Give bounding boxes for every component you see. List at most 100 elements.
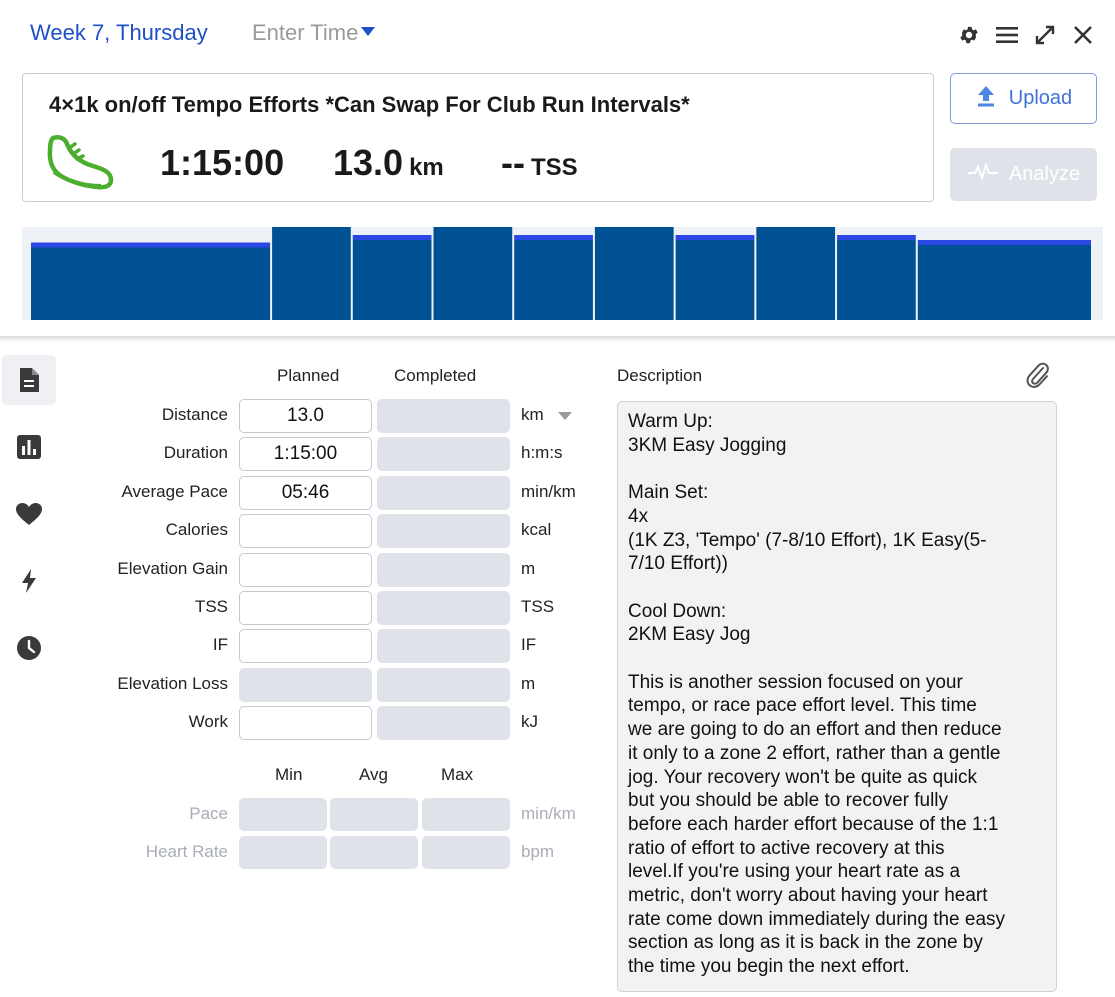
calories-planned-input[interactable]	[239, 514, 372, 549]
nav-heart-rate[interactable]	[2, 489, 56, 539]
work-planned-input[interactable]	[239, 706, 372, 741]
nav-charts[interactable]	[2, 422, 56, 472]
window-controls	[956, 22, 1096, 48]
workout-summary-card: 4×1k on/off Tempo Efforts *Can Swap For …	[22, 73, 934, 202]
elevation-loss-completed-input	[377, 667, 510, 702]
interval-bar-3[interactable]	[352, 240, 432, 320]
heart-rate-avg-field	[330, 836, 418, 869]
heart-rate-min-field	[239, 836, 327, 869]
tss-planned-input[interactable]	[239, 591, 372, 625]
gear-icon[interactable]	[956, 22, 982, 48]
pulse-icon	[967, 161, 999, 187]
clock-icon	[17, 636, 41, 660]
pace-range-unit: min/km	[521, 804, 576, 823]
elevation-gain-label: Elevation Gain	[117, 558, 228, 578]
paperclip-icon[interactable]	[1024, 360, 1052, 390]
elevation-loss-planned-input	[239, 667, 372, 702]
expand-icon[interactable]	[1032, 22, 1058, 48]
elevation-gain-completed-input	[377, 552, 510, 587]
if-unit: IF	[521, 635, 537, 655]
distance-unit: km	[409, 154, 444, 181]
nav-history[interactable]	[2, 623, 56, 673]
elevation-loss-unit: m	[521, 673, 536, 693]
section-divider	[0, 336, 1115, 342]
interval-bar-8[interactable]	[756, 227, 836, 320]
tss-label: TSS	[194, 597, 228, 616]
interval-cap-3	[352, 235, 432, 240]
unit-dropdown-caret-icon[interactable]	[558, 412, 572, 420]
pace-range-label: Pace	[189, 804, 228, 823]
interval-cap-1	[31, 242, 271, 248]
completed-header: Completed	[394, 366, 477, 385]
heart-icon	[16, 503, 42, 525]
planned-duration: 1:15:00	[160, 142, 284, 184]
pace-max-field	[422, 798, 510, 831]
nav-power[interactable]	[2, 556, 56, 606]
min-header: Min	[275, 765, 303, 784]
planned-tss: -- TSS	[501, 142, 578, 184]
caret-down-icon	[361, 27, 376, 36]
elevation-loss-label: Elevation Loss	[117, 673, 228, 693]
interval-bar-1[interactable]	[31, 247, 271, 321]
pace-avg-field	[330, 798, 418, 831]
average-pace-unit: min/km	[521, 481, 576, 501]
bar-chart-icon	[17, 435, 41, 459]
planned-header: Planned	[277, 366, 340, 385]
interval-bar-5[interactable]	[514, 240, 593, 320]
menu-icon[interactable]	[994, 22, 1020, 48]
side-nav	[0, 355, 58, 690]
interval-bar-4[interactable]	[433, 227, 513, 320]
interval-bar-2[interactable]	[272, 227, 351, 320]
interval-bar-9[interactable]	[837, 240, 916, 320]
day-label[interactable]: Week 7, Thursday	[30, 20, 208, 45]
document-icon	[20, 368, 39, 392]
heart-rate-range-label: Heart Rate	[145, 842, 228, 861]
upload-label: Upload	[1008, 87, 1073, 109]
interval-bar-6[interactable]	[594, 227, 674, 320]
tss-unit: TSS	[530, 154, 578, 181]
workout-structure-chart[interactable]	[22, 227, 1103, 320]
analyze-label: Analyze	[1008, 163, 1081, 185]
close-icon[interactable]	[1070, 22, 1096, 48]
interval-cap-10	[917, 240, 1091, 245]
interval-cap-9	[837, 235, 916, 240]
pace-min-field	[239, 798, 327, 831]
description-text[interactable]: Warm Up: 3KM Easy Jogging Main Set: 4x (…	[617, 401, 1057, 992]
analyze-button[interactable]: Analyze	[950, 148, 1097, 201]
workout-title[interactable]: 4×1k on/off Tempo Efforts *Can Swap For …	[49, 92, 690, 117]
distance-unit: km	[521, 405, 544, 424]
interval-bar-7[interactable]	[675, 240, 755, 320]
elevation-gain-unit: m	[521, 558, 536, 578]
distance-value: 13.0	[333, 142, 404, 183]
average-pace-planned-input[interactable]: 05:46	[239, 475, 372, 510]
tss-unit: TSS	[521, 597, 555, 616]
duration-unit: h:m:s	[521, 443, 563, 463]
description-label: Description	[617, 366, 703, 385]
duration-value: 1:15:00	[160, 142, 285, 183]
interval-bar-10[interactable]	[917, 245, 1091, 320]
work-unit: kJ	[521, 712, 538, 732]
tss-completed-input	[377, 591, 510, 625]
duration-label: Duration	[163, 443, 228, 463]
max-header: Max	[441, 765, 474, 784]
elevation-gain-planned-input[interactable]	[239, 552, 372, 587]
interval-cap-5	[514, 235, 593, 240]
distance-planned-input[interactable]: 13.0	[239, 399, 372, 433]
distance-label: Distance	[161, 405, 228, 424]
if-completed-input	[377, 629, 510, 664]
tss-value: --	[501, 142, 525, 183]
if-planned-input[interactable]	[239, 629, 372, 664]
average-pace-completed-input	[377, 475, 510, 510]
duration-planned-input[interactable]: 1:15:00	[239, 437, 372, 472]
nav-summary[interactable]	[2, 355, 56, 405]
enter-time-dropdown[interactable]: Enter Time	[252, 20, 376, 46]
work-completed-input	[377, 706, 510, 741]
upload-button[interactable]: Upload	[950, 73, 1097, 124]
interval-cap-7	[675, 235, 755, 240]
distance-completed-input	[377, 399, 510, 433]
enter-time-label: Enter Time	[252, 20, 359, 45]
average-pace-label: Average Pace	[121, 481, 228, 501]
duration-completed-input	[377, 437, 510, 472]
header-bar: Week 7, Thursday Enter Time	[0, 0, 1115, 70]
calories-completed-input	[377, 514, 510, 549]
